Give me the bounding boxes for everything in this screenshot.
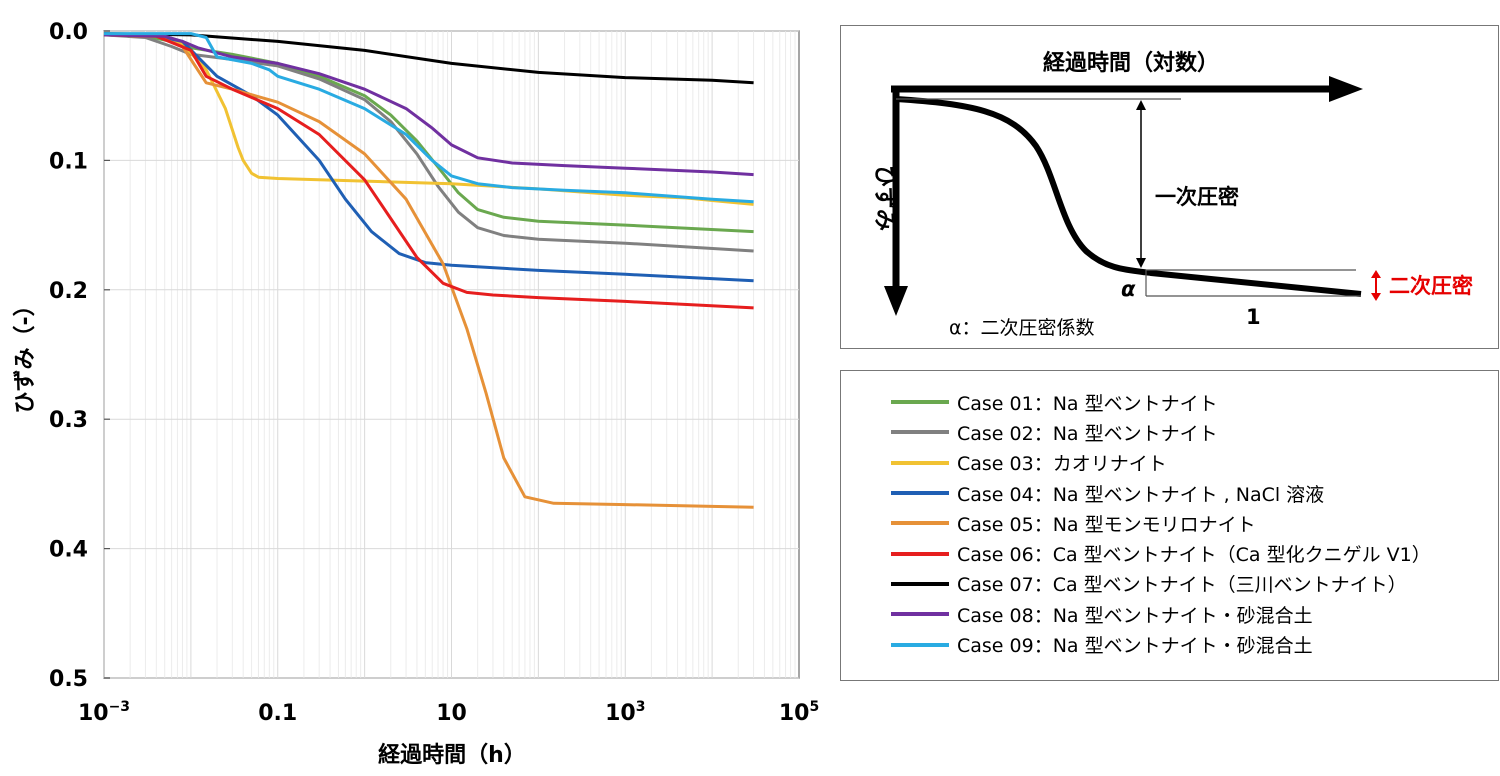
schematic-primary-arrow-bottom [1136, 258, 1146, 268]
legend-item-2: Case 02：Na 型ベントナイト [841, 417, 1498, 447]
x-tick-label: 10 [436, 701, 467, 726]
schematic-primary-arrow-top [1136, 100, 1146, 110]
legend-item-6: Case 06：Ca 型ベントナイト（Ca 型化クニゲル V1） [841, 538, 1498, 568]
legend: Case 01：Na 型ベントナイト Case 02：Na 型ベントナイト Case… [840, 370, 1499, 681]
y-tick-label: 0.2 [49, 279, 88, 304]
schematic-alpha-caption: α：二次圧密係数 [949, 317, 1095, 339]
legend-swatch [891, 551, 949, 556]
schematic-panel: 経過時間（対数） ひずみ 一次圧密 α 1 α：二次圧密係数 二次圧密 [840, 25, 1499, 349]
legend-item-8: Case 08：Na 型ベントナイト・砂混合土 [841, 599, 1498, 629]
legend-swatch [891, 400, 949, 405]
schematic-time-label: 経過時間（対数） [1043, 50, 1219, 76]
series-line-9 [104, 32, 754, 204]
series-line-8 [103, 33, 754, 177]
gridlines [103, 30, 799, 679]
legend-swatch [891, 612, 949, 617]
legend-swatch [891, 521, 949, 526]
schematic-secondary-arrow-top [1371, 270, 1381, 278]
schematic-slope-run: 1 [1246, 305, 1261, 329]
legend-label: Case 04：Na 型ベントナイト , NaCl 溶液 [957, 483, 1325, 506]
series-line-5 [103, 33, 754, 509]
legend-label: Case 02：Na 型ベントナイト [957, 422, 1218, 445]
strain-vs-time-chart: 0.0 0.1 0.2 0.3 0.4 0.5 10−3 0.1 10 103 105 ひずみ（-）… [13, 20, 819, 768]
legend-label: Case 09：Na 型ベントナイト・砂混合土 [957, 635, 1313, 658]
legend-swatch [891, 460, 949, 465]
schematic-time-arrowhead [1329, 76, 1363, 102]
x-tick-label: 105 [779, 699, 819, 726]
schematic-secondary-arrow-bottom [1371, 293, 1381, 301]
schematic-consolidation-curve [895, 96, 1362, 297]
axis-ticks: 0.0 0.1 0.2 0.3 0.4 0.5 10−3 0.1 10 103 105 [49, 20, 819, 726]
legend-swatch [891, 491, 949, 496]
y-axis-title: ひずみ（-） [13, 294, 38, 413]
legend-item-3: Case 03：カオリナイト [841, 448, 1498, 478]
schematic-primary-label: 一次圧密 [1155, 185, 1239, 209]
schematic-strain-arrowhead [884, 286, 908, 316]
legend-item-1: Case 01：Na 型ベントナイト [841, 387, 1498, 417]
x-tick-label: 10−3 [78, 699, 130, 726]
x-axis-title: 経過時間（h） [378, 742, 526, 768]
y-tick-label: 0.5 [49, 667, 88, 692]
y-tick-label: 0.4 [49, 538, 88, 563]
y-tick-label: 0.3 [49, 408, 88, 433]
legend-label: Case 05：Na 型モンモリロナイト [957, 513, 1256, 536]
schematic-secondary-label: 二次圧密 [1389, 274, 1473, 298]
legend-label: Case 06：Ca 型ベントナイト（Ca 型化クニゲル V1） [957, 544, 1431, 567]
series-lines [103, 32, 754, 509]
schematic-strain-label: ひずみ [871, 165, 896, 231]
y-tick-label: 0.0 [49, 20, 88, 45]
legend-swatch [891, 581, 949, 586]
schematic-diagram: 経過時間（対数） ひずみ 一次圧密 α 1 α：二次圧密係数 二次圧密 [871, 50, 1473, 339]
schematic-alpha-symbol: α [1121, 277, 1136, 301]
legend-label: Case 01：Na 型ベントナイト [957, 392, 1218, 415]
legend-item-5: Case 05：Na 型モンモリロナイト [841, 508, 1498, 538]
legend-label: Case 08：Na 型ベントナイト・砂混合土 [957, 604, 1313, 627]
legend-swatch [891, 430, 949, 435]
x-tick-label: 0.1 [258, 701, 297, 726]
y-tick-label: 0.1 [49, 149, 88, 174]
x-tick-label: 103 [605, 699, 645, 726]
legend-label: Case 03：カオリナイト [957, 453, 1167, 476]
series-line-7 [103, 32, 754, 85]
series-line-6 [103, 33, 754, 310]
legend-item-9: Case 09：Na 型ベントナイト・砂混合土 [841, 629, 1498, 659]
legend-swatch [891, 642, 949, 647]
legend-item-4: Case 04：Na 型ベントナイト , NaCl 溶液 [841, 478, 1498, 508]
legend-item-7: Case 07：Ca 型ベントナイト（三川ベントナイト） [841, 569, 1498, 599]
legend-label: Case 07：Ca 型ベントナイト（三川ベントナイト） [957, 574, 1407, 597]
